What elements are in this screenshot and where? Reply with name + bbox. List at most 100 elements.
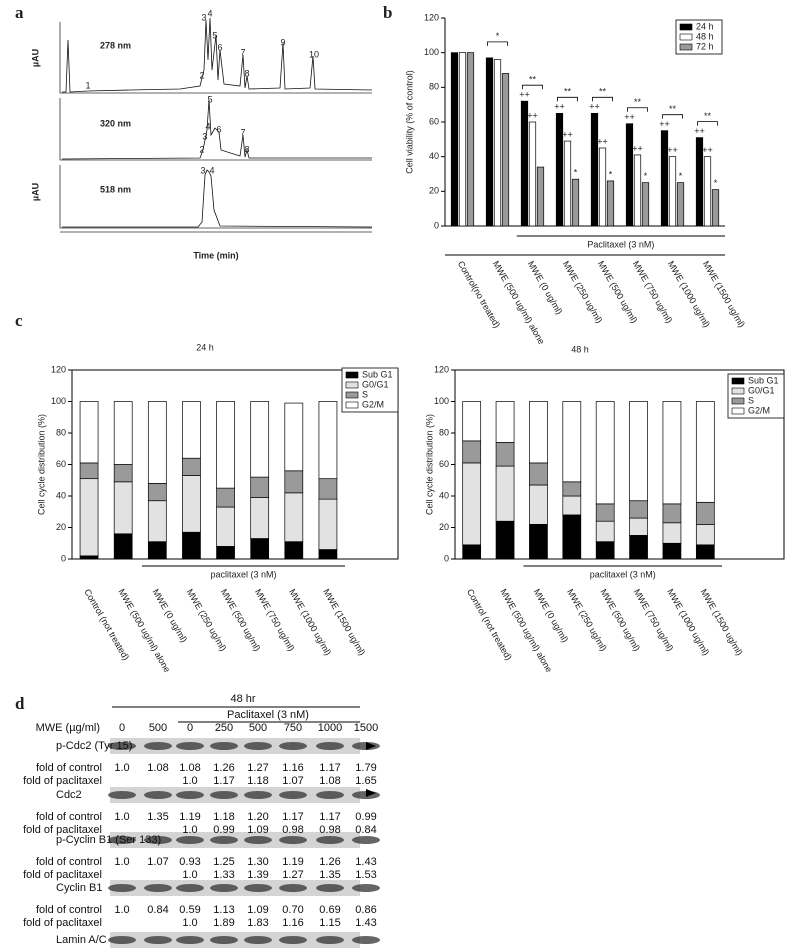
y-tick-label: 80 [439, 427, 449, 437]
blot-band [210, 884, 238, 892]
significance-bracket [522, 84, 543, 90]
peak-label: 8 [244, 144, 249, 154]
legend-label: 72 h [696, 41, 714, 51]
fold-value: 1.0 [182, 917, 197, 929]
legend-swatch [731, 407, 745, 415]
significance-mark: ++ [632, 143, 643, 153]
significance-mark: ++ [624, 112, 635, 122]
bar-segment [662, 542, 682, 560]
bar-segment [662, 503, 682, 524]
blot-band [176, 742, 204, 750]
bar-segment [250, 497, 270, 539]
bar-segment [595, 503, 615, 522]
bar-segment [79, 462, 99, 480]
y-tick-label: 40 [429, 151, 439, 161]
bar [458, 52, 467, 227]
group-significance: ** [599, 87, 607, 97]
blot-band [244, 742, 272, 750]
bar-segment [182, 475, 201, 533]
dose: 1500 [354, 722, 378, 734]
legend-label: Sub G1 [362, 369, 393, 379]
fold-value: 1.16 [282, 762, 303, 774]
bar-segment [113, 481, 133, 535]
protein-label: Cdc2 [56, 789, 82, 801]
bar-segment [216, 546, 235, 560]
fold-label: fold of paclitaxel [23, 869, 102, 881]
bar-segment [216, 487, 235, 508]
fold-value: 1.83 [247, 917, 268, 929]
bar [536, 166, 545, 227]
fold-value: 1.89 [213, 917, 234, 929]
fold-value: 1.08 [319, 775, 340, 787]
legend-label: G2/M [362, 399, 384, 409]
y-tick-label: 60 [429, 116, 439, 126]
legend-label: G0/G1 [362, 379, 389, 389]
fold-value: 1.53 [355, 869, 376, 881]
fold-value: 1.0 [182, 775, 197, 787]
blot-band [108, 791, 136, 799]
bar [676, 182, 685, 227]
dose-label: MWE (µg/ml) [36, 722, 100, 734]
fold-value: 1.20 [247, 811, 268, 823]
peak-label: 8 [244, 68, 249, 78]
legend-label: 24 h [696, 21, 714, 31]
bar-segment [79, 555, 99, 560]
bar-segment [595, 541, 615, 560]
legend-label: G2/M [748, 405, 770, 415]
group-significance: ** [704, 111, 712, 121]
y-tick-label: 80 [429, 82, 439, 92]
y-tick-label: 20 [439, 522, 449, 532]
band-arrow [366, 742, 376, 797]
dose: 750 [284, 722, 302, 734]
fold-value: 1.79 [355, 762, 376, 774]
fold-value: 1.0 [114, 904, 129, 916]
legend-swatch [679, 33, 693, 41]
y-tick-label: 0 [61, 553, 66, 563]
significance-mark: ++ [597, 136, 608, 146]
blot-band [144, 742, 172, 750]
bar [571, 178, 580, 227]
legend-swatch [345, 371, 359, 379]
peak-label: 1 [85, 80, 90, 90]
protein-label: p-Cyclin B1 (Ser 133) [56, 834, 161, 846]
peak-label: 3 [202, 131, 207, 141]
bar-segment [629, 401, 648, 502]
dose: 500 [249, 722, 267, 734]
bar-segment [462, 544, 482, 560]
y-tick-label: 120 [434, 364, 449, 374]
blot-band [316, 742, 344, 750]
blot-band [316, 836, 344, 844]
peak-label: 4 [207, 8, 212, 18]
bar-segment [629, 535, 648, 560]
protein-label: Cyclin B1 [56, 882, 102, 894]
legend-label: G0/G1 [748, 385, 775, 395]
bar [695, 137, 704, 227]
bar-segment [495, 465, 515, 522]
x-tick-label: MWE (0 ug/ml) [151, 587, 190, 644]
panel-label: c [15, 311, 23, 330]
bar-segment [562, 401, 582, 483]
fold-value: 1.08 [179, 762, 200, 774]
fold-value: 1.16 [282, 917, 303, 929]
bar [703, 156, 712, 227]
bar-segment [216, 401, 235, 489]
bar [590, 112, 599, 227]
significance-mark: * [609, 169, 613, 179]
peak-label: 4 [209, 165, 214, 175]
y-tick-label: 0 [444, 553, 449, 563]
bar-segment [529, 484, 548, 525]
blot-band [176, 836, 204, 844]
fold-value: 1.07 [282, 775, 303, 787]
bar-segment [284, 402, 304, 472]
blot-band [108, 742, 136, 750]
bar-segment [216, 506, 235, 547]
fold-value: 0.86 [355, 904, 376, 916]
bar [528, 121, 537, 227]
peak-label: 3 [200, 165, 205, 175]
bar-segment [284, 541, 304, 560]
blot-band [108, 836, 136, 844]
bar-segment [284, 492, 304, 543]
bar-segment [318, 549, 338, 560]
blot-band [316, 884, 344, 892]
bar-segment [79, 401, 99, 464]
